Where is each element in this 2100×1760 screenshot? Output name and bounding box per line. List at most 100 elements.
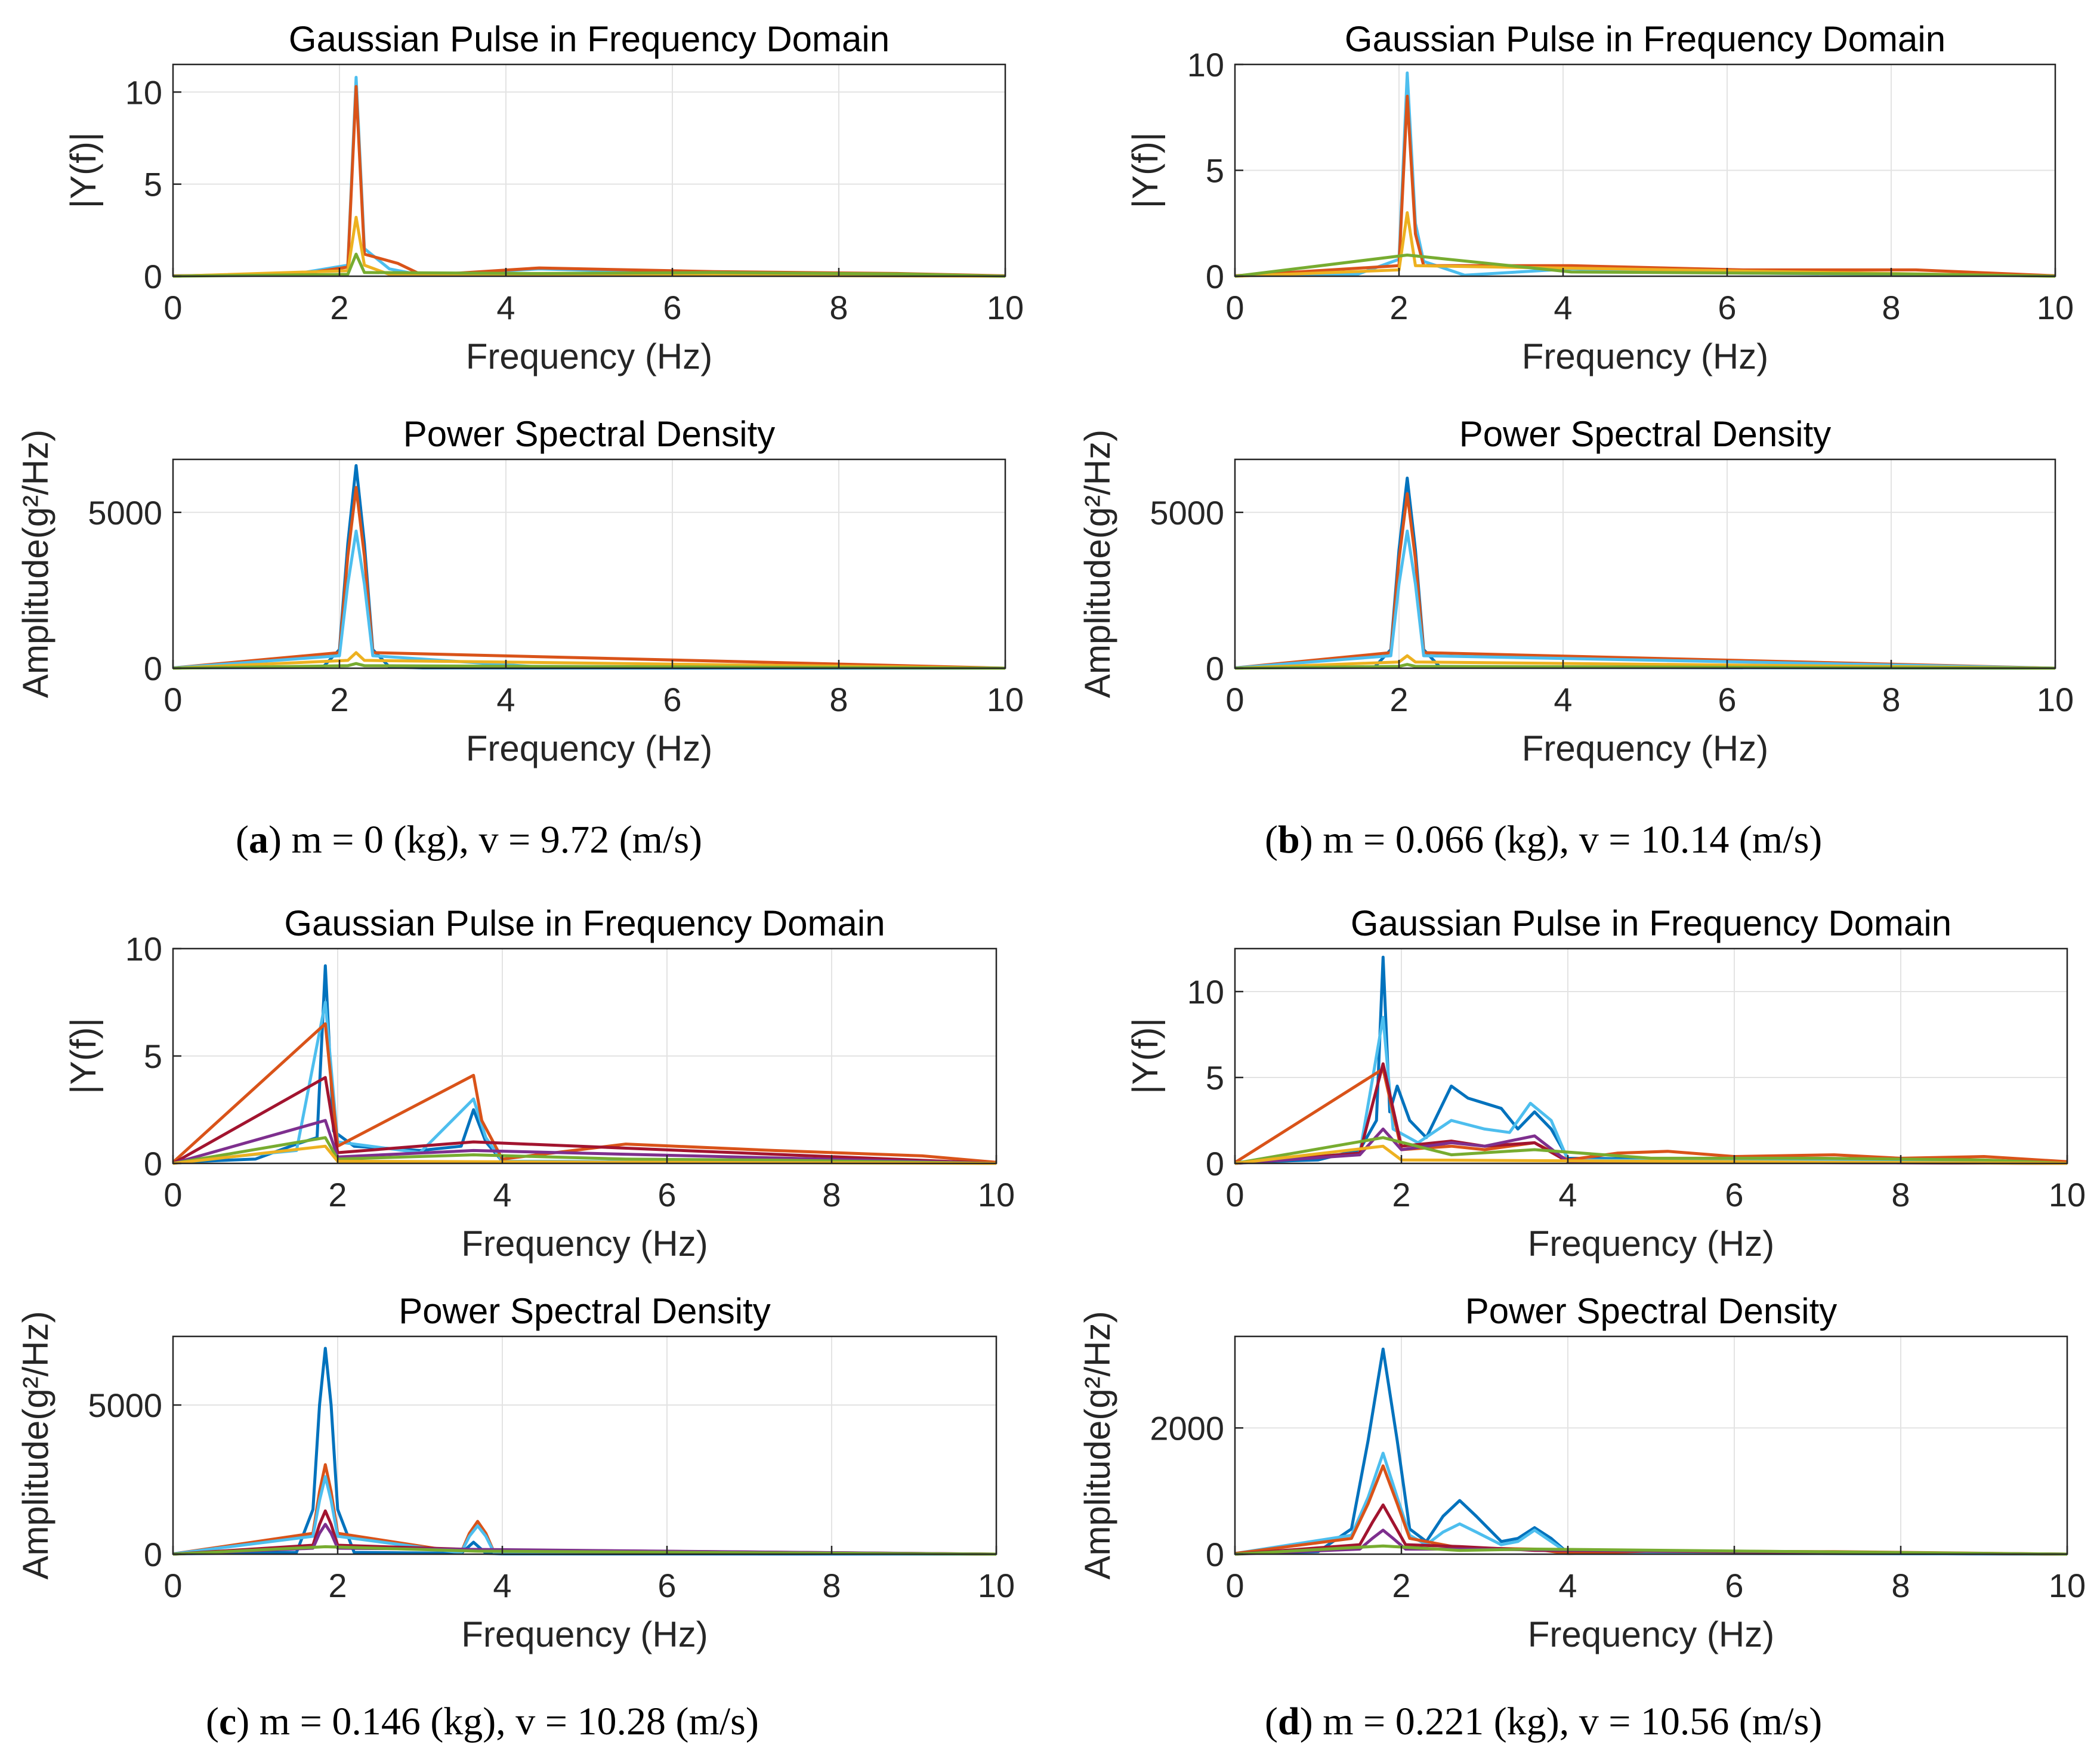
x-axis-label: Frequency (Hz) (1528, 1614, 1774, 1654)
y-tick-label: 0 (144, 1536, 162, 1573)
chart-c-psd: 0 2 4 6 8 10 0 5000 Power Spectral Density Freque… (16, 1291, 1015, 1654)
x-axis-label: Frequency (Hz) (466, 336, 712, 376)
x-tick-label: 2 (330, 681, 348, 718)
x-tick-label: 10 (2049, 1176, 2086, 1214)
caption-a-letter: a (248, 818, 268, 862)
y-tick-label: 5 (1206, 152, 1224, 190)
x-tick-label: 0 (1225, 1567, 1244, 1604)
series-line-6 (172, 1545, 997, 1556)
series-line-4 (1234, 254, 2056, 278)
y-tick-label: 0 (1206, 1145, 1224, 1182)
x-tick-label: 4 (493, 1567, 511, 1604)
series-line-5 (172, 662, 1006, 670)
caption-b-letter: b (1277, 818, 1300, 862)
x-tick-label: 6 (663, 681, 681, 718)
y-tick-label: 5 (144, 1038, 162, 1075)
chart-d-spectrum: 0 2 4 6 8 10 0 5 10 Gaussian Pulse in Frequency D… (1125, 903, 2086, 1264)
chart-title: Gaussian Pulse in Frequency Domain (1345, 19, 1945, 59)
y-axis-label: Amplitude(g²/Hz) (1077, 1311, 1117, 1579)
plot-area (173, 459, 1005, 668)
series-line-2 (1234, 1452, 2068, 1556)
caption-d: (d) m = 0.221 (kg), v = 10.56 (m/s) (1265, 1700, 1823, 1743)
caption-d-text: m = 0.221 (kg), v = 10.56 (m/s) (1323, 1700, 1823, 1743)
axes-box (1234, 458, 2056, 669)
caption-b: (b) m = 0.066 (kg), v = 10.14 (m/s) (1265, 818, 1823, 862)
x-tick-label: 6 (1725, 1567, 1743, 1604)
x-tick-label: 8 (822, 1176, 841, 1214)
caption-d-letter: d (1277, 1700, 1300, 1743)
x-tick-label: 0 (1225, 681, 1244, 718)
x-tick-label: 0 (163, 1567, 182, 1604)
chart-title: Gaussian Pulse in Frequency Domain (1351, 903, 1951, 943)
x-tick-label: 8 (829, 681, 848, 718)
chart-b-spectrum: 0 2 4 6 8 10 0 5 10 Gaussian Pulse in Frequency D… (1125, 19, 2074, 376)
x-tick-label: 6 (1718, 681, 1736, 718)
x-tick-label: 4 (496, 289, 515, 326)
series-line-3 (1234, 529, 2056, 670)
series-line-5 (1234, 1127, 2068, 1165)
chart-title: Power Spectral Density (1459, 414, 1832, 454)
x-tick-label: 6 (1718, 289, 1736, 326)
x-tick-label: 8 (1882, 289, 1900, 326)
y-tick-label: 10 (125, 73, 162, 111)
y-tick-label: 5000 (88, 1387, 162, 1424)
series-line-4 (1234, 654, 2056, 670)
x-tick-label: 2 (328, 1567, 347, 1604)
y-tick-label: 5000 (88, 494, 162, 532)
x-axis-label: Frequency (Hz) (1522, 728, 1768, 768)
x-axis-label: Frequency (Hz) (461, 1224, 708, 1264)
plot-area (1235, 949, 2067, 1163)
x-tick-label: 10 (2037, 289, 2074, 326)
series-line-1 (172, 464, 1006, 670)
y-axis-label: Amplitude(g²/Hz) (16, 430, 55, 698)
x-tick-label: 6 (663, 289, 681, 326)
y-axis-label: |Y(f)| (1125, 1018, 1165, 1094)
series-line-6 (1234, 1544, 2068, 1556)
series-line-3 (172, 1475, 997, 1556)
axes-box (172, 63, 1006, 277)
y-tick-label: 5000 (1150, 494, 1224, 532)
series-line-2 (1234, 1015, 2068, 1165)
x-tick-label: 2 (1392, 1567, 1410, 1604)
plot-area (173, 64, 1005, 276)
x-tick-label: 6 (1725, 1176, 1743, 1214)
series-line-4 (172, 651, 1006, 670)
x-tick-label: 2 (1392, 1176, 1410, 1214)
x-axis-label: Frequency (Hz) (466, 728, 712, 768)
chart-b-psd: 0 2 4 6 8 10 0 5000 Power Spectral Density Freque… (1077, 414, 2074, 768)
y-tick-label: 5 (1206, 1059, 1224, 1097)
x-tick-label: 6 (657, 1176, 676, 1214)
caption-a-text: m = 0 (kg), v = 9.72 (m/s) (291, 818, 703, 862)
chart-a-psd: 0 2 4 6 8 10 0 5000 Power Spectral Density Freque… (16, 414, 1024, 768)
plot-area (1235, 459, 2055, 668)
x-tick-label: 2 (330, 289, 348, 326)
x-tick-label: 4 (493, 1176, 511, 1214)
chart-title: Power Spectral Density (399, 1291, 771, 1331)
series-line-6 (1234, 1136, 2068, 1165)
y-axis-label: |Y(f)| (63, 132, 103, 209)
y-axis-label: |Y(f)| (1125, 132, 1165, 209)
x-tick-label: 10 (978, 1567, 1015, 1604)
y-tick-label: 0 (1206, 650, 1224, 687)
chart-d-psd: 0 2 4 6 8 10 0 2000 Power Spectral Density Freque… (1077, 1291, 2086, 1654)
x-tick-label: 2 (1389, 289, 1408, 326)
y-axis-label: |Y(f)| (63, 1018, 103, 1094)
y-axis-label: Amplitude(g²/Hz) (1077, 430, 1117, 698)
x-tick-label: 8 (822, 1567, 841, 1604)
chart-title: Power Spectral Density (1465, 1291, 1838, 1331)
series-line-1 (1234, 1347, 2068, 1556)
caption-c-text: m = 0.146 (kg), v = 10.28 (m/s) (259, 1700, 759, 1743)
chart-title: Gaussian Pulse in Frequency Domain (289, 19, 890, 59)
y-tick-label: 2000 (1150, 1409, 1224, 1447)
x-tick-label: 4 (1558, 1567, 1577, 1604)
y-tick-label: 5 (144, 166, 162, 203)
x-tick-label: 0 (163, 289, 182, 326)
x-axis-label: Frequency (Hz) (461, 1614, 708, 1654)
y-tick-label: 0 (144, 650, 162, 687)
x-tick-label: 10 (978, 1176, 1015, 1214)
series-line-6 (172, 1136, 997, 1165)
y-axis-label: Amplitude(g²/Hz) (16, 1311, 55, 1579)
x-axis-label: Frequency (Hz) (1522, 336, 1768, 376)
series-line-4 (172, 252, 1006, 278)
x-tick-label: 8 (1882, 681, 1900, 718)
